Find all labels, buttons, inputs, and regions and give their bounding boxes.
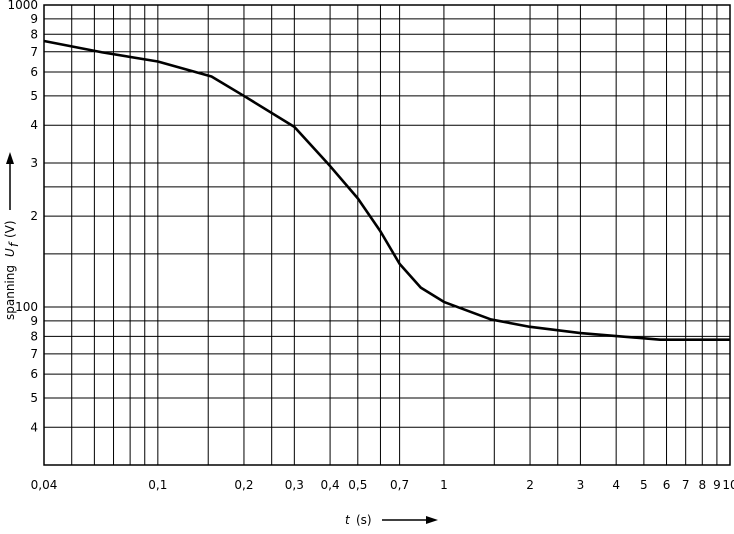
y-tick-label: 7 <box>30 347 38 361</box>
y-arrow-head <box>6 152 14 164</box>
x-tick-label: 3 <box>577 478 585 492</box>
y-tick-label: 3 <box>30 156 38 170</box>
y-label-unit: (V) <box>3 220 17 238</box>
x-tick-label: 0,5 <box>348 478 367 492</box>
x-tick-label: 1 <box>440 478 448 492</box>
x-tick-label: 9 <box>713 478 721 492</box>
y-tick-label: 6 <box>30 65 38 79</box>
x-arrow-head <box>426 516 438 524</box>
y-tick-label: 9 <box>30 314 38 328</box>
data-line <box>43 39 730 341</box>
x-tick-label: 0,2 <box>234 478 253 492</box>
y-tick-label: 8 <box>30 329 38 343</box>
x-axis-label: t (s) <box>345 513 438 527</box>
x-tick-label: 2 <box>526 478 534 492</box>
y-label-text: spanning <box>3 265 17 320</box>
y-tick-label: 5 <box>30 89 38 103</box>
x-tick-label: 7 <box>682 478 690 492</box>
x-tick-label: 4 <box>612 478 620 492</box>
x-tick-label: 0,7 <box>390 478 409 492</box>
x-tick-label: 8 <box>698 478 706 492</box>
y-label-sub: f <box>7 241 21 247</box>
x-tick-label: 10 <box>722 478 734 492</box>
y-tick-label: 7 <box>30 45 38 59</box>
y-label-var: U <box>3 248 17 257</box>
y-tick-label: 5 <box>30 391 38 405</box>
y-tick-label: 4 <box>30 420 38 434</box>
x-tick-label: 6 <box>663 478 671 492</box>
y-tick-label: 2 <box>30 209 38 223</box>
y-tick-label: 1000 <box>7 0 38 12</box>
x-label-var: t <box>345 513 351 527</box>
x-tick-label: 0,04 <box>31 478 58 492</box>
x-tick-label: 5 <box>640 478 648 492</box>
y-axis-label: spanning U f (V) <box>3 152 21 320</box>
y-tick-label: 6 <box>30 367 38 381</box>
y-tick-label: 4 <box>30 118 38 132</box>
y-tick-label: 100 <box>15 300 38 314</box>
x-tick-label: 0,3 <box>285 478 304 492</box>
x-label-unit: (s) <box>356 513 372 527</box>
y-tick-label: 8 <box>30 27 38 41</box>
x-tick-label: 0,4 <box>321 478 340 492</box>
plot-frame <box>43 4 731 466</box>
y-tick-label: 9 <box>30 12 38 26</box>
x-tick-label: 0,1 <box>148 478 167 492</box>
